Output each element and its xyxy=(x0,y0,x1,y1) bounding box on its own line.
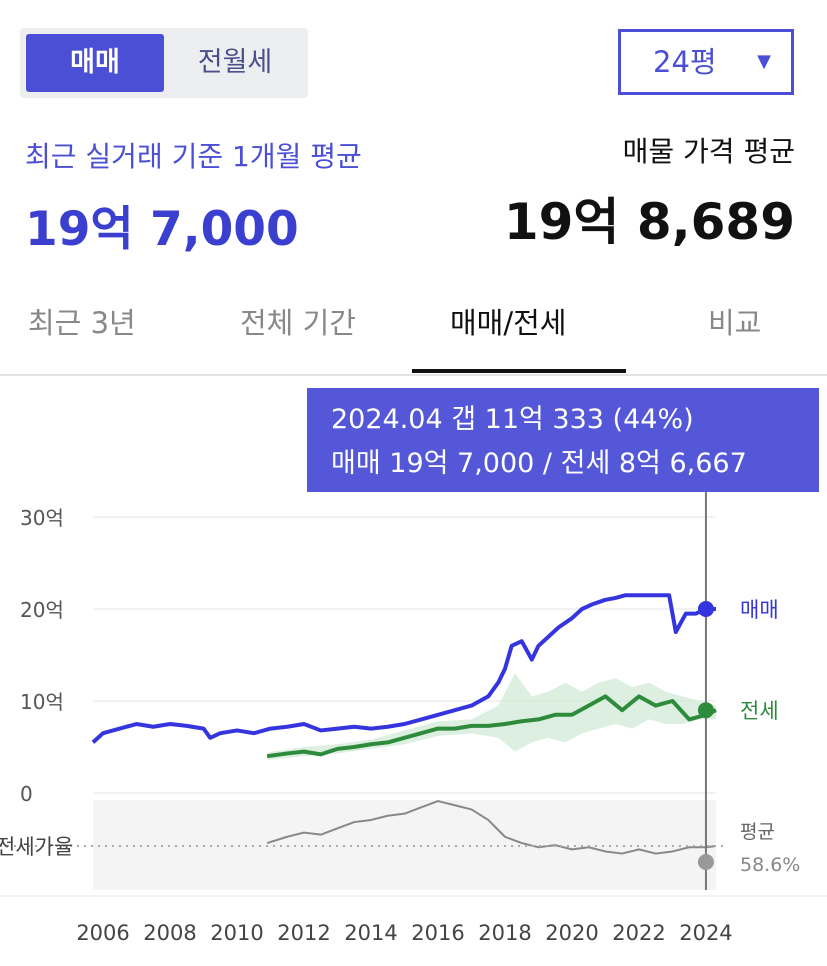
x-tick-label: 2010 xyxy=(210,921,263,945)
x-tick-label: 2008 xyxy=(143,921,196,945)
x-tick-label: 2006 xyxy=(76,921,129,945)
y-tick-label: 0 xyxy=(20,782,33,806)
size-dropdown[interactable]: 24평 ▼ xyxy=(618,29,794,95)
y-tick-label: 20억 xyxy=(20,598,64,622)
tab-recent-3y[interactable]: 최근 3년 xyxy=(28,306,136,340)
chart-tooltip: 2024.04 갭 11억 333 (44%) 매매 19억 7,000 / 전… xyxy=(307,388,819,492)
deal-type-toggle: 매매 전월세 xyxy=(20,28,308,98)
x-tick-label: 2012 xyxy=(277,921,330,945)
size-value: 24평 xyxy=(653,45,717,79)
jeonse-end-label: 전세 xyxy=(740,699,779,723)
ratio-average-label: 평균 xyxy=(740,821,775,843)
tooltip-gap-line: 2024.04 갭 11억 333 (44%) xyxy=(331,404,694,435)
deal-tab-rent[interactable]: 전월세 xyxy=(197,47,273,78)
jeonse-endpoint-dot xyxy=(697,702,714,719)
jeonse-range-band xyxy=(267,673,716,760)
active-tab-indicator xyxy=(412,369,626,373)
ratio-endpoint-dot xyxy=(697,854,714,870)
x-tick-label: 2016 xyxy=(411,921,464,945)
tab-compare[interactable]: 비교 xyxy=(708,306,762,340)
jeonse-price-line xyxy=(266,694,717,759)
chevron-down-icon: ▼ xyxy=(757,51,771,72)
x-tick-label: 2022 xyxy=(612,921,665,945)
sale-endpoint-dot xyxy=(697,601,714,617)
sale-end-label: 매매 xyxy=(740,598,779,622)
price-chart[interactable]: 30억 20억 10억 0 2006 2008 2010 2012 2014 2016 2018 20… xyxy=(0,378,827,966)
deal-tab-sale[interactable]: 매매 xyxy=(26,34,164,92)
tab-all-period[interactable]: 전체 기간 xyxy=(240,306,356,340)
sale-price-line xyxy=(91,593,716,744)
y-tick-label: 30억 xyxy=(20,506,64,530)
x-tick-label: 2024 xyxy=(679,921,732,945)
y-tick-label: 10억 xyxy=(20,690,64,714)
tab-sale-jeonse[interactable]: 매매/전세 xyxy=(450,306,567,340)
listing-avg-value: 19억 8,689 xyxy=(503,193,795,251)
tooltip-price-line: 매매 19억 7,000 / 전세 8억 6,667 xyxy=(331,448,747,479)
ratio-average-value: 58.6% xyxy=(740,854,800,876)
jeonse-ratio-line xyxy=(266,800,717,855)
recent-avg-value: 19억 7,000 xyxy=(25,202,299,257)
x-tick-label: 2020 xyxy=(545,921,598,945)
recent-avg-label: 최근 실거래 기준 1개월 평균 xyxy=(25,140,362,173)
x-tick-label: 2014 xyxy=(344,921,397,945)
x-tick-label: 2018 xyxy=(478,921,531,945)
tab-divider xyxy=(0,374,827,376)
listing-avg-label: 매물 가격 평균 xyxy=(622,135,795,168)
ratio-row-label: 전세가율 xyxy=(0,835,73,859)
